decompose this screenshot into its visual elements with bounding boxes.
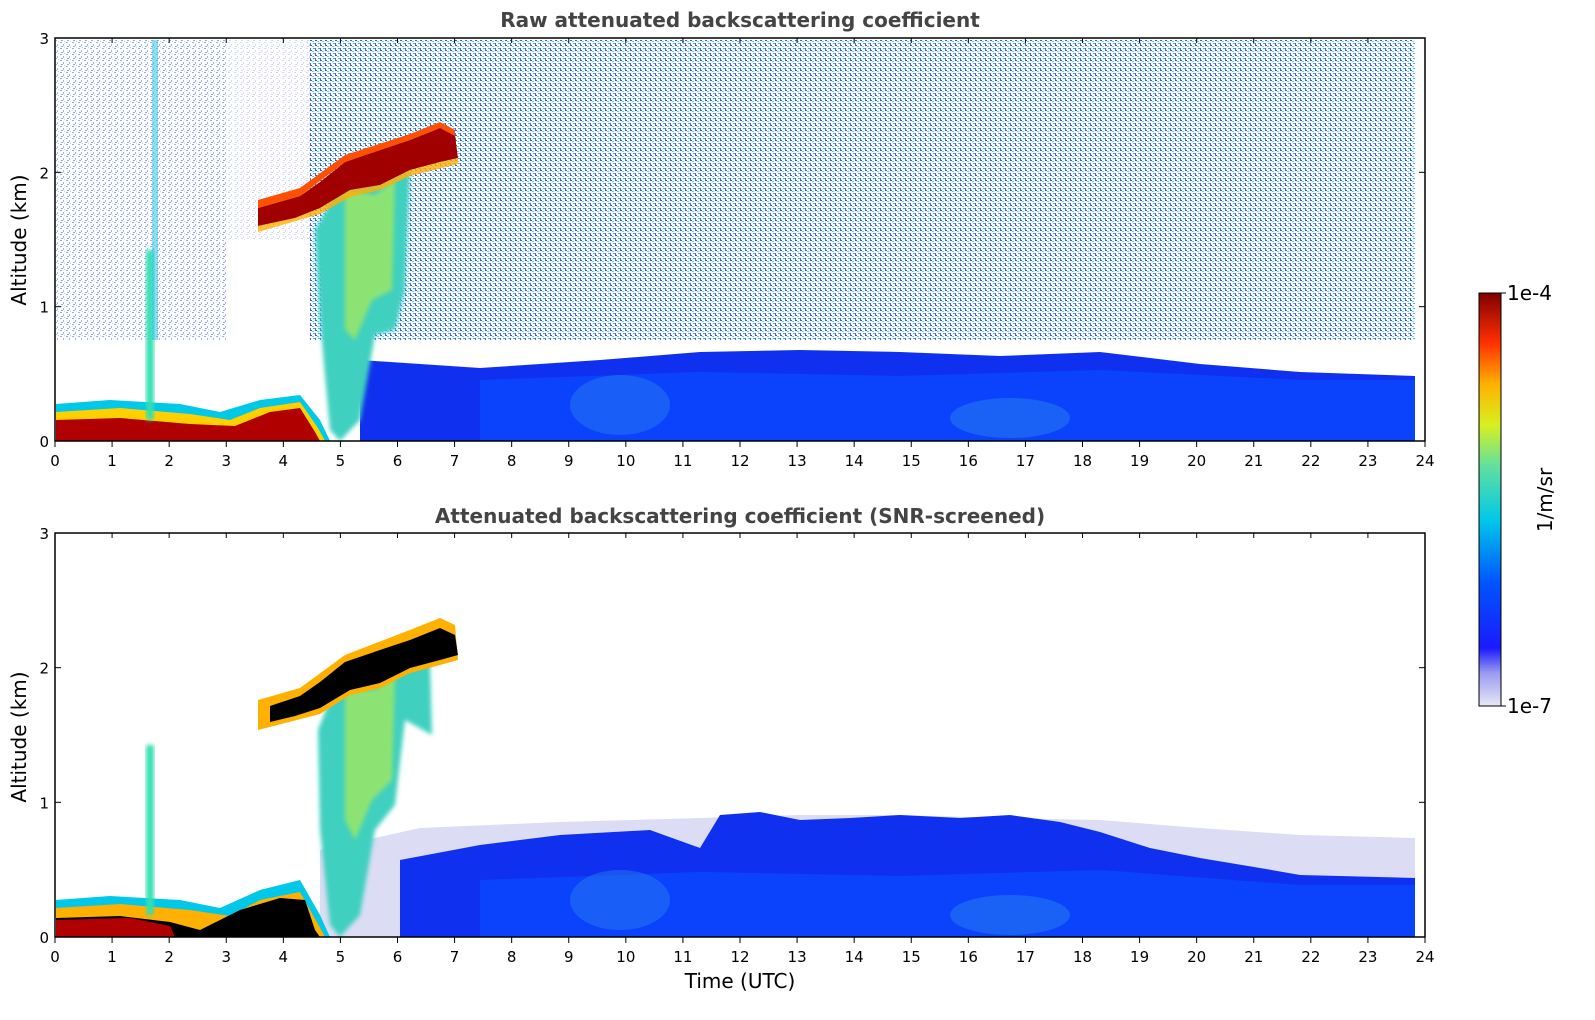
raw-y-tick-label: 3 bbox=[39, 30, 49, 48]
raw-boundary-highlight-2 bbox=[570, 375, 670, 435]
screened-boundary-highlight bbox=[950, 895, 1070, 935]
raw-x-tick-label: 13 bbox=[788, 452, 807, 470]
screened-x-tick-label: 24 bbox=[1415, 948, 1434, 966]
screened-x-tick-label: 15 bbox=[902, 948, 921, 966]
screened-x-tick-label: 10 bbox=[616, 948, 635, 966]
screened-heatmap bbox=[56, 618, 1415, 937]
colorbar-max-label: 1e-4 bbox=[1507, 281, 1552, 305]
raw-x-tick-label: 24 bbox=[1415, 452, 1434, 470]
raw-x-tick-label: 7 bbox=[450, 452, 460, 470]
raw-boundary-layer-dense bbox=[480, 370, 1415, 441]
screened-y-tick-label: 3 bbox=[39, 525, 49, 543]
raw-x-tick-label: 18 bbox=[1073, 452, 1092, 470]
raw-axes: 0 1 2 3 4 5 6 7 8 9 10 11 12 13 14 15 16 17 18 19 20 21 22 23 24… bbox=[7, 30, 1435, 470]
screened-x-tick-label: 12 bbox=[730, 948, 749, 966]
raw-x-tick-label: 17 bbox=[1016, 452, 1035, 470]
raw-elevated-layer-edge bbox=[258, 122, 455, 208]
screened-x-tick-label: 17 bbox=[1016, 948, 1035, 966]
screened-x-tick-label: 21 bbox=[1244, 948, 1263, 966]
screened-x-tick-label: 20 bbox=[1187, 948, 1206, 966]
raw-y-ticks: 0 1 2 3 bbox=[39, 30, 1425, 451]
raw-x-tick-label: 22 bbox=[1301, 452, 1320, 470]
screened-surface-layer-left bbox=[56, 918, 175, 937]
screened-x-tick-label: 2 bbox=[164, 948, 174, 966]
raw-heatmap bbox=[56, 40, 1415, 441]
raw-x-tick-label: 11 bbox=[673, 452, 692, 470]
raw-plume-column bbox=[152, 40, 158, 340]
screened-fall-streaks-core bbox=[345, 675, 395, 840]
screened-x-tick-label: 0 bbox=[50, 948, 60, 966]
panel-raw: Raw attenuated backscattering coefficien… bbox=[7, 8, 1435, 470]
screened-x-tick-label: 5 bbox=[336, 948, 346, 966]
raw-x-tick-label: 0 bbox=[50, 452, 60, 470]
raw-x-tick-label: 6 bbox=[393, 452, 403, 470]
screened-x-tick-label: 8 bbox=[507, 948, 517, 966]
raw-x-tick-label: 3 bbox=[221, 452, 231, 470]
screened-x-tick-label: 13 bbox=[788, 948, 807, 966]
screened-y-tick-label: 1 bbox=[39, 794, 49, 812]
raw-x-tick-label: 15 bbox=[902, 452, 921, 470]
colorbar-min-label: 1e-7 bbox=[1507, 694, 1552, 718]
raw-elevated-layer-under bbox=[258, 158, 458, 232]
raw-x-tick-label: 14 bbox=[845, 452, 864, 470]
panel-screened-title: Attenuated backscattering coefficient (S… bbox=[435, 504, 1045, 528]
screened-y-tick-label: 0 bbox=[39, 929, 49, 947]
raw-surface-layer bbox=[56, 408, 320, 441]
raw-noise-early bbox=[56, 40, 226, 340]
screened-x-tick-label: 1 bbox=[107, 948, 117, 966]
raw-x-tick-label: 2 bbox=[164, 452, 174, 470]
screened-y-ticks: 0 1 2 3 bbox=[39, 525, 1425, 947]
screened-x-tick-label: 7 bbox=[450, 948, 460, 966]
raw-x-tick-label: 8 bbox=[507, 452, 517, 470]
screened-x-tick-label: 11 bbox=[673, 948, 692, 966]
raw-x-ticks: 0 1 2 3 4 5 6 7 8 9 10 11 12 13 14 15 16 17 18 19 20 21 22 23 24 bbox=[50, 38, 1435, 470]
raw-x-tick-label: 10 bbox=[616, 452, 635, 470]
screened-boundary-layer-dense bbox=[480, 870, 1415, 937]
screened-x-tick-label: 18 bbox=[1073, 948, 1092, 966]
raw-y-tick-label: 1 bbox=[39, 299, 49, 317]
raw-plume-thin bbox=[146, 250, 154, 420]
raw-x-tick-label: 19 bbox=[1130, 452, 1149, 470]
raw-y-tick-label: 2 bbox=[39, 164, 49, 182]
screened-x-tick-label: 14 bbox=[845, 948, 864, 966]
screened-x-ticks: 0 1 2 3 4 5 6 7 8 9 10 11 12 13 14 15 16 17 18 19 20 21 22 23 24 bbox=[50, 533, 1435, 966]
colorbar: 1e-4 1e-7 1/m/sr bbox=[1478, 281, 1557, 718]
raw-boundary-highlight bbox=[950, 398, 1070, 438]
screened-x-tick-label: 6 bbox=[393, 948, 403, 966]
raw-x-tick-label: 23 bbox=[1358, 452, 1377, 470]
raw-elevated-layer bbox=[258, 128, 458, 226]
raw-x-tick-label: 20 bbox=[1187, 452, 1206, 470]
raw-x-tick-label: 12 bbox=[730, 452, 749, 470]
panel-screened: Attenuated backscattering coefficient (S… bbox=[7, 504, 1435, 993]
screened-x-tick-label: 19 bbox=[1130, 948, 1149, 966]
raw-y-axis-label: Altitude (km) bbox=[7, 174, 31, 305]
raw-x-tick-label: 9 bbox=[564, 452, 574, 470]
raw-x-tick-label: 21 bbox=[1244, 452, 1263, 470]
screened-plume-thin bbox=[146, 745, 154, 915]
screened-x-tick-label: 23 bbox=[1358, 948, 1377, 966]
raw-x-tick-label: 4 bbox=[279, 452, 289, 470]
screened-axes: 0 1 2 3 4 5 6 7 8 9 10 11 12 13 14 15 16 17 18 19 20 21 22 23 24… bbox=[7, 525, 1435, 993]
colorbar-gradient bbox=[1478, 292, 1502, 707]
panel-raw-title: Raw attenuated backscattering coefficien… bbox=[500, 8, 980, 32]
raw-x-tick-label: 5 bbox=[336, 452, 346, 470]
raw-x-tick-label: 16 bbox=[959, 452, 978, 470]
x-axis-label: Time (UTC) bbox=[684, 969, 796, 993]
colorbar-unit-label: 1/m/sr bbox=[1533, 467, 1557, 532]
screened-x-tick-label: 4 bbox=[279, 948, 289, 966]
raw-noise-field bbox=[310, 40, 1415, 340]
screened-x-tick-label: 16 bbox=[959, 948, 978, 966]
raw-x-tick-label: 1 bbox=[107, 452, 117, 470]
raw-fall-streaks-core bbox=[345, 180, 395, 340]
screened-x-tick-label: 3 bbox=[221, 948, 231, 966]
screened-elevated-layer bbox=[270, 628, 458, 722]
raw-y-tick-label: 0 bbox=[39, 433, 49, 451]
screened-x-tick-label: 9 bbox=[564, 948, 574, 966]
screened-boundary-highlight-2 bbox=[570, 870, 670, 930]
screened-y-tick-label: 2 bbox=[39, 660, 49, 678]
screened-x-tick-label: 22 bbox=[1301, 948, 1320, 966]
screened-y-axis-label: Altitude (km) bbox=[7, 671, 31, 802]
